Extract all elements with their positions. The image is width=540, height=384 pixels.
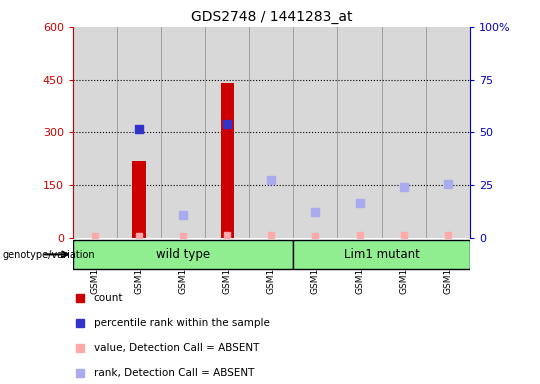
Bar <box>73 240 293 269</box>
Bar <box>117 27 161 238</box>
Title: GDS2748 / 1441283_at: GDS2748 / 1441283_at <box>191 10 352 25</box>
Bar <box>293 240 470 269</box>
Bar <box>382 27 426 238</box>
Bar <box>205 27 249 238</box>
Text: genotype/variation: genotype/variation <box>3 250 96 260</box>
Text: Lim1 mutant: Lim1 mutant <box>343 248 420 261</box>
Bar <box>338 27 382 238</box>
Bar <box>73 27 117 238</box>
Bar <box>132 161 146 238</box>
Text: count: count <box>93 293 123 303</box>
Text: percentile rank within the sample: percentile rank within the sample <box>93 318 269 328</box>
Bar <box>293 27 338 238</box>
Bar <box>426 27 470 238</box>
Text: value, Detection Call = ABSENT: value, Detection Call = ABSENT <box>93 343 259 353</box>
Text: rank, Detection Call = ABSENT: rank, Detection Call = ABSENT <box>93 368 254 378</box>
Bar <box>221 83 234 238</box>
Bar <box>161 27 205 238</box>
Text: wild type: wild type <box>156 248 210 261</box>
Bar <box>249 27 293 238</box>
